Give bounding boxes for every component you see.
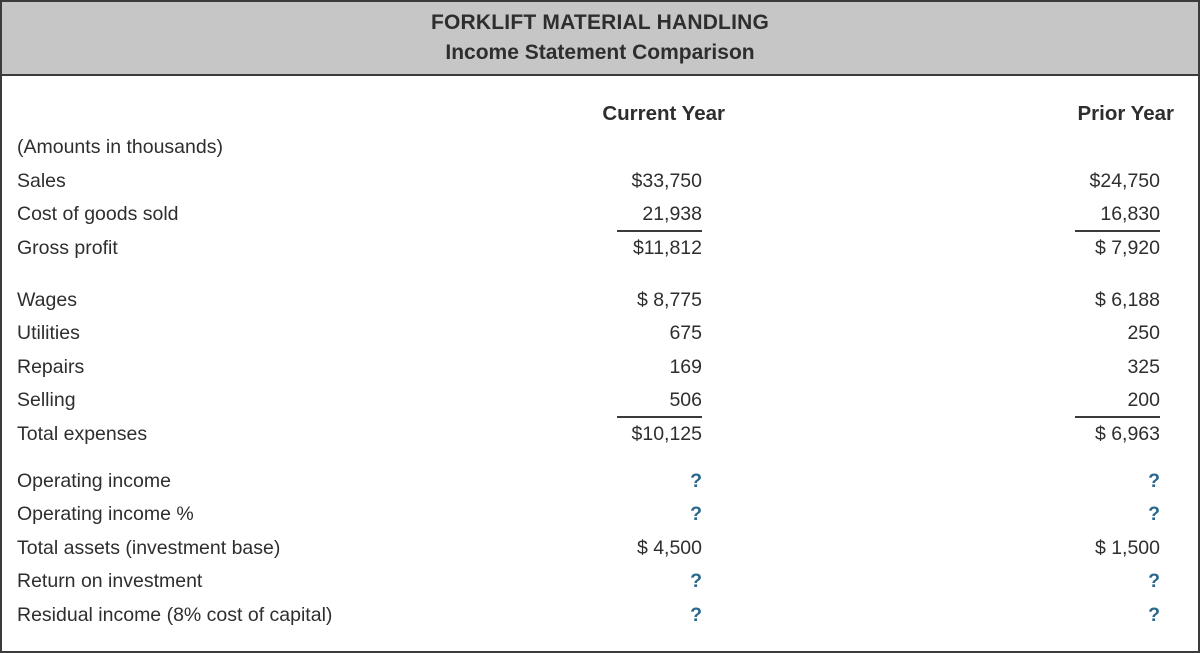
table-row-total-assets: Total assets (investment base) $ 4,500 $… (17, 532, 1160, 566)
row-label: Repairs (17, 355, 85, 378)
table-row-selling: Selling 506 200 (17, 384, 1160, 418)
current-year-value: $ 8,775 (636, 288, 702, 311)
row-label: Operating income (17, 469, 171, 492)
row-label: Wages (17, 288, 77, 311)
prior-year-unknown-value: ? (1148, 503, 1160, 525)
current-year-value: $11,812 (632, 237, 702, 259)
row-label: Selling (17, 389, 76, 411)
table-row-operating-income: Operating income ? ? (17, 465, 1160, 499)
current-year-value: 675 (669, 322, 702, 344)
row-label: Utilities (17, 322, 80, 344)
statement-title: Income Statement Comparison (445, 41, 755, 64)
amounts-note-row: (Amounts in thousands) (17, 131, 1160, 165)
table-row-gross-profit: Gross profit $11,812 $ 7,920 (17, 232, 1160, 266)
prior-year-value: 250 (1127, 322, 1160, 344)
subtotal-underline: 506 (617, 387, 702, 418)
row-label: Gross profit (17, 237, 118, 259)
column-header-row: Current Year Prior Year (17, 97, 1174, 130)
table-row-repairs: Repairs 169 325 (17, 351, 1160, 385)
prior-year-value: 16,830 (975, 198, 1160, 232)
row-label: Return on investment (17, 570, 203, 592)
table-row-operating-income-percent: Operating income % ? ? (17, 498, 1160, 532)
amounts-note: (Amounts in thousands) (17, 136, 223, 158)
current-year-unknown-value: ? (690, 570, 702, 592)
current-year-value: 506 (517, 384, 702, 418)
row-label: Cost of goods sold (17, 203, 179, 225)
current-year-unknown-value: ? (690, 469, 702, 492)
statement-header: FORKLIFT MATERIAL HANDLING Income Statem… (2, 2, 1198, 76)
current-year-value: $ 4,500 (636, 536, 702, 559)
current-year-value: $33,750 (631, 169, 703, 192)
current-year-value: $10,125 (631, 423, 703, 445)
table-row-utilities: Utilities 675 250 (17, 317, 1160, 351)
prior-year-value: $ 1,500 (1094, 536, 1160, 559)
company-name: FORKLIFT MATERIAL HANDLING (430, 11, 770, 34)
row-label: Total expenses (17, 423, 148, 445)
prior-year-value: $ 6,188 (1094, 288, 1160, 311)
current-year-value: 21,938 (517, 198, 702, 232)
prior-year-value: $24,750 (1089, 169, 1161, 192)
prior-year-unknown-value: ? (1148, 570, 1160, 592)
subtotal-underline: 200 (1075, 387, 1160, 418)
table-row-return-on-investment: Return on investment ? ? (17, 565, 1160, 599)
row-label: Residual income (8% cost of capital) (17, 603, 333, 626)
table-row-total-expenses: Total expenses $10,125 $ 6,963 (17, 418, 1160, 452)
subtotal-underline: 21,938 (617, 201, 702, 232)
current-year-value: 169 (669, 355, 702, 378)
prior-year-value: $ 6,963 (1094, 423, 1160, 445)
prior-year-value: 200 (975, 384, 1160, 418)
row-label: Sales (17, 169, 66, 192)
table-row-residual-income: Residual income (8% cost of capital) ? ? (17, 599, 1160, 633)
prior-year-unknown-value: ? (1148, 603, 1160, 626)
prior-year-value: $ 7,920 (1094, 237, 1160, 259)
statement-body: Current Year Prior Year (Amounts in thou… (2, 76, 1198, 651)
prior-year-value: 325 (1127, 355, 1160, 378)
row-label: Total assets (investment base) (17, 536, 281, 559)
table-row-wages: Wages $ 8,775 $ 6,188 (17, 284, 1160, 318)
row-label: Operating income % (17, 503, 194, 525)
current-year-column-header: Current Year (602, 102, 725, 125)
current-year-unknown-value: ? (690, 603, 702, 626)
prior-year-unknown-value: ? (1148, 469, 1160, 492)
prior-year-column-header: Prior Year (1077, 102, 1175, 125)
table-row-sales: Sales $33,750 $24,750 (17, 165, 1160, 199)
table-row-cost-of-goods-sold: Cost of goods sold 21,938 16,830 (17, 198, 1160, 232)
subtotal-underline: 16,830 (1075, 201, 1160, 232)
current-year-unknown-value: ? (690, 503, 702, 525)
